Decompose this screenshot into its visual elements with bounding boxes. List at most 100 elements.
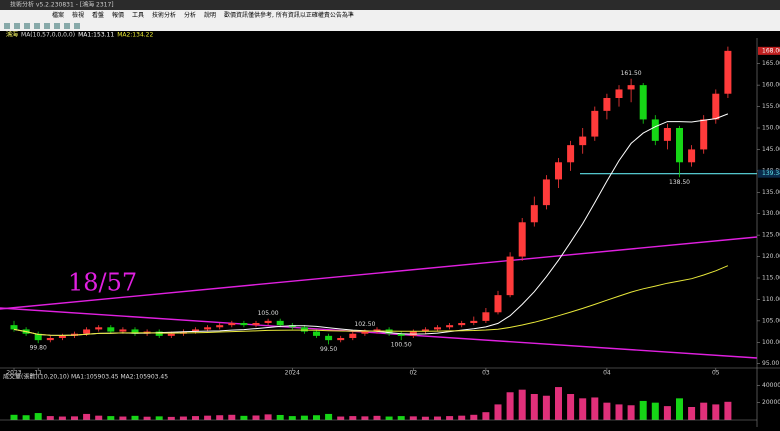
info-item: 鴻海 xyxy=(6,30,18,38)
volume-bar xyxy=(579,398,587,420)
candle-body xyxy=(458,323,466,326)
volume-bar xyxy=(58,416,66,420)
candle-body xyxy=(567,145,575,163)
volume-bar xyxy=(192,416,199,420)
volume-bar xyxy=(603,402,611,420)
volume-bar xyxy=(651,402,659,420)
volume-bar xyxy=(700,402,708,420)
trend-label: 18/57 xyxy=(68,269,137,297)
price-annotation: 99.50 xyxy=(320,346,337,353)
x-tick-label: 04 xyxy=(603,370,611,377)
candle-body xyxy=(204,327,212,330)
tool-icon[interactable] xyxy=(74,23,80,29)
volume-bar xyxy=(264,414,272,420)
candle-body xyxy=(46,338,54,341)
menu-item[interactable]: 分析 xyxy=(184,11,196,19)
info-item: MA(10,57,0,0,0,0) xyxy=(21,31,75,38)
x-tick-label: 03 xyxy=(482,370,490,377)
y-tick-label: 160.00 xyxy=(762,82,780,89)
candle-body xyxy=(579,136,587,146)
volume-bar xyxy=(361,416,369,420)
candle-body xyxy=(131,329,139,334)
menu-item[interactable]: 報價 xyxy=(112,11,124,19)
menu-item[interactable]: 工具 xyxy=(132,12,144,19)
volume-tick-label: 200000 xyxy=(762,399,780,406)
price-annotation: 100.50 xyxy=(391,342,412,349)
menu-item[interactable]: 檔案 xyxy=(52,11,64,19)
candle-body xyxy=(627,85,635,90)
price-box xyxy=(758,169,780,178)
candle-body xyxy=(119,329,127,332)
menu-bar: 檔案 檢視 看盤 報價 工具 技術分析 分析 說明 歡價資訊僅供參考, 所有資訊以正確權責公告為… xyxy=(52,11,354,19)
menu-item[interactable]: 說明 xyxy=(204,11,216,19)
moving-average xyxy=(13,113,729,336)
volume-bar xyxy=(409,416,417,420)
volume-bar xyxy=(434,416,441,420)
candle-body xyxy=(34,333,42,341)
tool-icon[interactable] xyxy=(14,23,20,29)
volume-bar xyxy=(688,407,696,420)
volume-bar xyxy=(349,416,357,420)
menu-item[interactable]: 看盤 xyxy=(92,11,104,19)
volume-bar xyxy=(627,405,635,420)
volume-bar xyxy=(288,416,296,420)
candle-body xyxy=(542,179,550,206)
volume-bar xyxy=(518,389,526,420)
candle-body xyxy=(252,323,260,326)
volume-bar xyxy=(204,415,212,420)
candle-body xyxy=(240,323,248,326)
candle-body xyxy=(712,93,720,120)
volume-bar xyxy=(530,394,538,420)
y-tick-label: 145.00 xyxy=(762,146,780,153)
candle-body xyxy=(506,256,514,296)
price-annotation: 105.00 xyxy=(258,310,279,317)
candle-body xyxy=(434,327,441,330)
candle-body xyxy=(107,327,115,332)
tool-icon[interactable] xyxy=(34,23,40,29)
volume-bar xyxy=(179,416,187,420)
volume-bar xyxy=(216,415,224,420)
toolbar xyxy=(4,23,80,29)
candle-body xyxy=(530,205,538,223)
candle-body xyxy=(167,333,175,336)
y-tick-label: 115.00 xyxy=(762,275,780,282)
hline-label: 139.34 xyxy=(762,170,780,177)
menu-item[interactable]: 技術分析 xyxy=(152,11,176,19)
menu-item[interactable]: 歡價資訊僅供參考, 所有資訊以正確權責公告為準 xyxy=(224,11,354,19)
volume-bar xyxy=(458,415,466,420)
volume-bar xyxy=(555,387,562,420)
tool-icon[interactable] xyxy=(54,23,60,29)
window-title: 技術分析 v5.2.230831 - [鴻海 2317] xyxy=(10,1,114,9)
tool-icon[interactable] xyxy=(64,23,70,29)
candle-body xyxy=(95,327,103,330)
tool-icon[interactable] xyxy=(24,23,30,29)
volume-bar xyxy=(252,415,260,420)
volume-bar xyxy=(313,415,320,420)
menu-toolbar xyxy=(0,10,780,31)
volume-bar xyxy=(567,394,575,420)
tool-icon[interactable] xyxy=(4,23,10,29)
tool-icon[interactable] xyxy=(44,23,50,29)
volume-bar xyxy=(240,415,248,420)
candle-body xyxy=(688,149,696,163)
menu-item[interactable]: 檢視 xyxy=(72,11,84,19)
x-tick-label: 05 xyxy=(712,370,720,377)
x-tick-label: 02 xyxy=(409,370,417,377)
candle-body xyxy=(651,119,659,141)
volume-bar xyxy=(421,416,429,420)
candle-body xyxy=(724,50,732,94)
volume-bar xyxy=(373,415,381,420)
x-tick-label: 2023 xyxy=(6,370,21,377)
volume-bar xyxy=(46,416,54,420)
candle-body xyxy=(397,333,405,336)
trend-line xyxy=(0,236,758,310)
volume-bar xyxy=(228,414,236,420)
x-tick-label: 11 xyxy=(34,370,42,377)
volume-bar xyxy=(591,397,599,420)
candle-body xyxy=(58,335,66,338)
y-tick-label: 105.00 xyxy=(762,317,780,324)
volume-bar xyxy=(155,416,163,420)
y-tick-label: 150.00 xyxy=(762,125,780,132)
info-item: MA2:134.22 xyxy=(117,31,153,38)
